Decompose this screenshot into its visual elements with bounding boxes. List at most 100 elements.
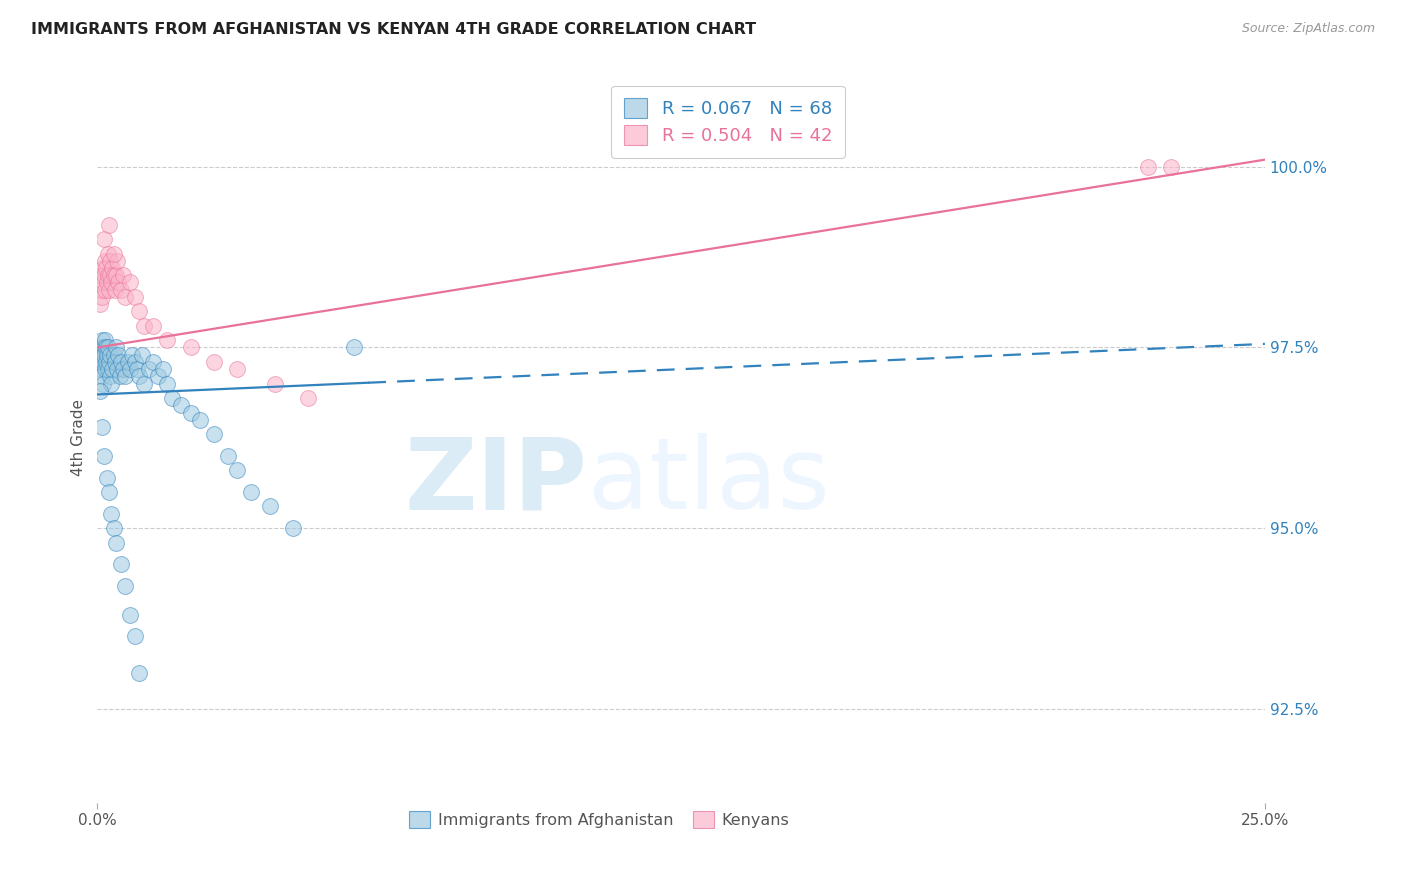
- Point: [103, 521, 125, 535]
- Text: atlas: atlas: [588, 434, 830, 530]
- Point: [93, 276, 115, 290]
- Point: [98, 218, 121, 232]
- Point: [90, 283, 112, 297]
- Point: [94, 260, 117, 275]
- Point: [103, 348, 125, 362]
- Point: [297, 391, 319, 405]
- Point: [98, 283, 121, 297]
- Point: [91, 333, 114, 347]
- Point: [114, 369, 136, 384]
- Legend: Immigrants from Afghanistan, Kenyans: Immigrants from Afghanistan, Kenyans: [404, 805, 796, 835]
- Point: [96, 348, 118, 362]
- Point: [1137, 160, 1160, 174]
- Point: [180, 341, 202, 355]
- Point: [104, 355, 127, 369]
- Y-axis label: 4th Grade: 4th Grade: [72, 400, 86, 476]
- Point: [117, 355, 139, 369]
- Point: [100, 507, 122, 521]
- Point: [283, 521, 305, 535]
- Point: [94, 362, 117, 376]
- Point: [118, 362, 141, 376]
- Point: [105, 341, 128, 355]
- Point: [160, 391, 183, 405]
- Point: [125, 362, 148, 376]
- Point: [94, 253, 117, 268]
- Point: [132, 318, 155, 333]
- Point: [156, 376, 179, 391]
- Point: [226, 463, 249, 477]
- Point: [101, 362, 124, 376]
- Point: [98, 253, 121, 268]
- Point: [180, 405, 202, 419]
- Point: [104, 283, 127, 297]
- Point: [110, 283, 132, 297]
- Point: [91, 260, 114, 275]
- Point: [202, 355, 225, 369]
- Point: [118, 276, 141, 290]
- Point: [96, 470, 118, 484]
- Point: [146, 369, 169, 384]
- Point: [105, 253, 128, 268]
- Point: [114, 290, 136, 304]
- Point: [89, 297, 111, 311]
- Point: [97, 246, 120, 260]
- Point: [100, 348, 122, 362]
- Point: [90, 268, 112, 283]
- Point: [108, 369, 131, 384]
- Point: [103, 268, 125, 283]
- Point: [107, 348, 129, 362]
- Point: [91, 420, 114, 434]
- Point: [93, 348, 115, 362]
- Point: [217, 449, 239, 463]
- Point: [90, 341, 112, 355]
- Point: [240, 485, 263, 500]
- Point: [97, 362, 120, 376]
- Point: [114, 579, 136, 593]
- Point: [110, 355, 132, 369]
- Point: [202, 427, 225, 442]
- Point: [90, 348, 112, 362]
- Point: [97, 268, 120, 283]
- Point: [89, 384, 111, 398]
- Point: [98, 369, 121, 384]
- Text: Source: ZipAtlas.com: Source: ZipAtlas.com: [1241, 22, 1375, 36]
- Point: [1160, 160, 1182, 174]
- Point: [91, 290, 114, 304]
- Point: [112, 268, 135, 283]
- Point: [94, 333, 117, 347]
- Point: [124, 290, 146, 304]
- Point: [103, 246, 125, 260]
- Point: [226, 362, 249, 376]
- Point: [94, 283, 117, 297]
- Point: [100, 276, 122, 290]
- Point: [259, 500, 281, 514]
- Point: [101, 260, 124, 275]
- Point: [97, 341, 120, 355]
- Point: [263, 376, 285, 391]
- Point: [131, 348, 153, 362]
- Point: [96, 355, 118, 369]
- Text: ZIP: ZIP: [405, 434, 588, 530]
- Point: [98, 355, 121, 369]
- Point: [142, 318, 165, 333]
- Point: [128, 369, 150, 384]
- Point: [343, 341, 366, 355]
- Point: [124, 630, 146, 644]
- Point: [121, 348, 143, 362]
- Point: [91, 369, 114, 384]
- Point: [93, 355, 115, 369]
- Point: [94, 341, 117, 355]
- Point: [112, 362, 135, 376]
- Point: [107, 276, 129, 290]
- Point: [91, 376, 114, 391]
- Point: [100, 268, 122, 283]
- Point: [156, 333, 179, 347]
- Point: [93, 268, 115, 283]
- Point: [93, 232, 115, 246]
- Point: [118, 607, 141, 622]
- Point: [96, 276, 118, 290]
- Point: [132, 376, 155, 391]
- Point: [105, 535, 128, 549]
- Point: [93, 449, 115, 463]
- Point: [124, 355, 146, 369]
